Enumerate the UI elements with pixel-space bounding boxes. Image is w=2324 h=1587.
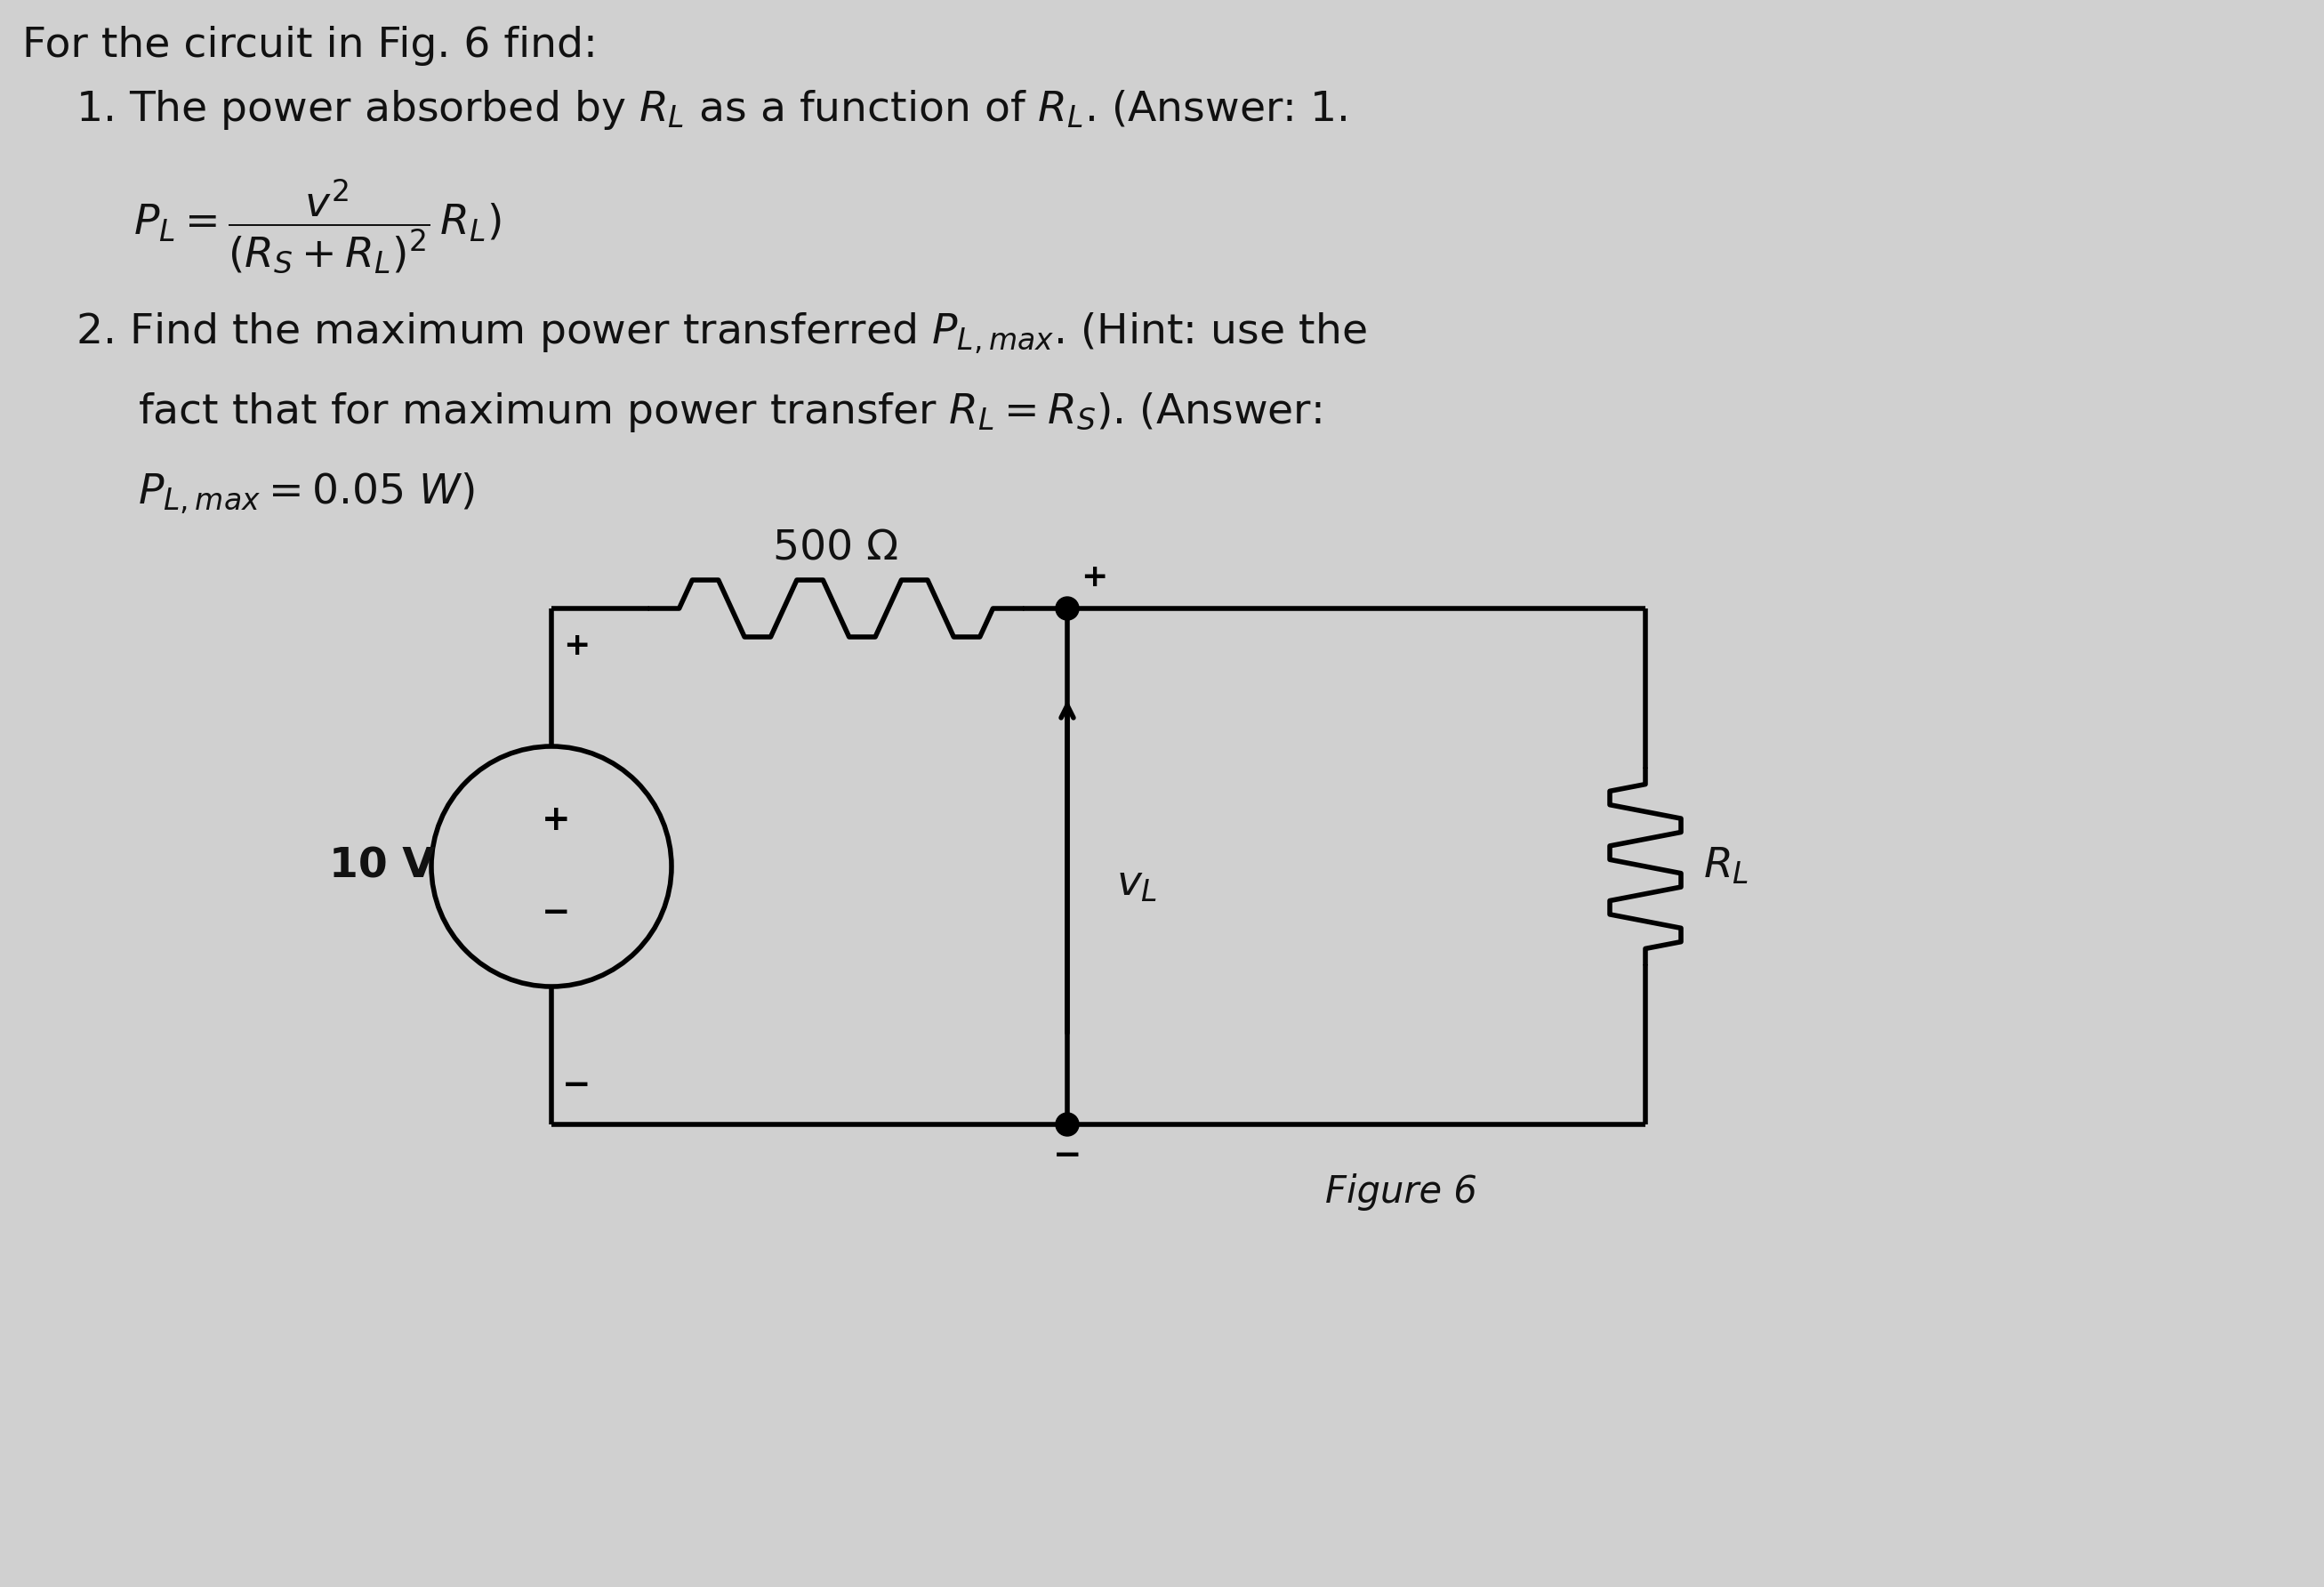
Text: −: −	[562, 1068, 590, 1103]
Text: Figure 6: Figure 6	[1325, 1173, 1476, 1211]
Text: 2. Find the maximum power transferred $P_{L,max}$. (Hint: use the: 2. Find the maximum power transferred $P…	[77, 311, 1367, 355]
Text: For the circuit in Fig. 6 find:: For the circuit in Fig. 6 find:	[23, 25, 597, 65]
Text: 500 Ω: 500 Ω	[774, 528, 899, 568]
Text: $P_{L,max} = 0.05\ W$): $P_{L,max} = 0.05\ W$)	[137, 471, 474, 516]
Text: $v_L$: $v_L$	[1116, 865, 1157, 905]
Text: fact that for maximum power transfer $R_L = R_S$). (Answer:: fact that for maximum power transfer $R_…	[137, 390, 1322, 435]
Circle shape	[1055, 1112, 1078, 1136]
Text: −: −	[1053, 1138, 1081, 1173]
Text: −: −	[541, 895, 569, 930]
Text: $P_L = \dfrac{v^2}{(R_S+R_L)^2}\,R_L$): $P_L = \dfrac{v^2}{(R_S+R_L)^2}\,R_L$)	[132, 178, 502, 276]
Text: $R_L$: $R_L$	[1703, 846, 1748, 887]
Text: +: +	[562, 630, 590, 660]
Text: +: +	[1081, 562, 1109, 592]
Text: 10 V: 10 V	[330, 846, 435, 887]
Circle shape	[1055, 597, 1078, 621]
Text: +: +	[541, 803, 569, 836]
Text: 1. The power absorbed by $R_L$ as a function of $R_L$. (Answer: 1.: 1. The power absorbed by $R_L$ as a func…	[77, 87, 1348, 132]
